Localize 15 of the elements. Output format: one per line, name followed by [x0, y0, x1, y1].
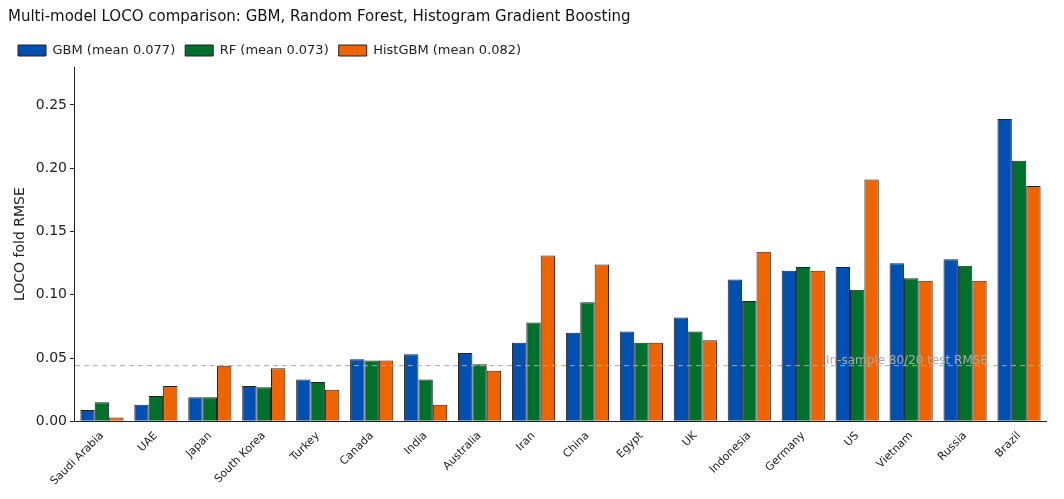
y-tick-label: 0.00 — [35, 411, 67, 428]
y-tick-label: 0.20 — [35, 158, 67, 175]
chart-title: Multi-model LOCO comparison: GBM, Random Forest, Histogram Gradient Boosting — [8, 6, 631, 25]
legend-label: HistGBM (mean 0.082) — [373, 41, 522, 57]
ref-line-label: In-sample 80/20 test RMSE — [825, 352, 988, 367]
x-tick-label: Iran — [513, 428, 538, 454]
legend-label: RF (mean 0.073) — [219, 41, 329, 57]
y-axis-title: LOCO fold RMSE — [11, 187, 28, 302]
x-tick-label: US — [841, 428, 862, 449]
y-tick-label: 0.15 — [35, 222, 67, 239]
y-tick-label: 0.25 — [35, 95, 67, 112]
y-tick-label: 0.05 — [35, 348, 67, 365]
legend-label: GBM (mean 0.077) — [52, 41, 176, 57]
y-tick-label: 0.10 — [35, 285, 67, 302]
x-tick-label: UK — [679, 428, 701, 449]
